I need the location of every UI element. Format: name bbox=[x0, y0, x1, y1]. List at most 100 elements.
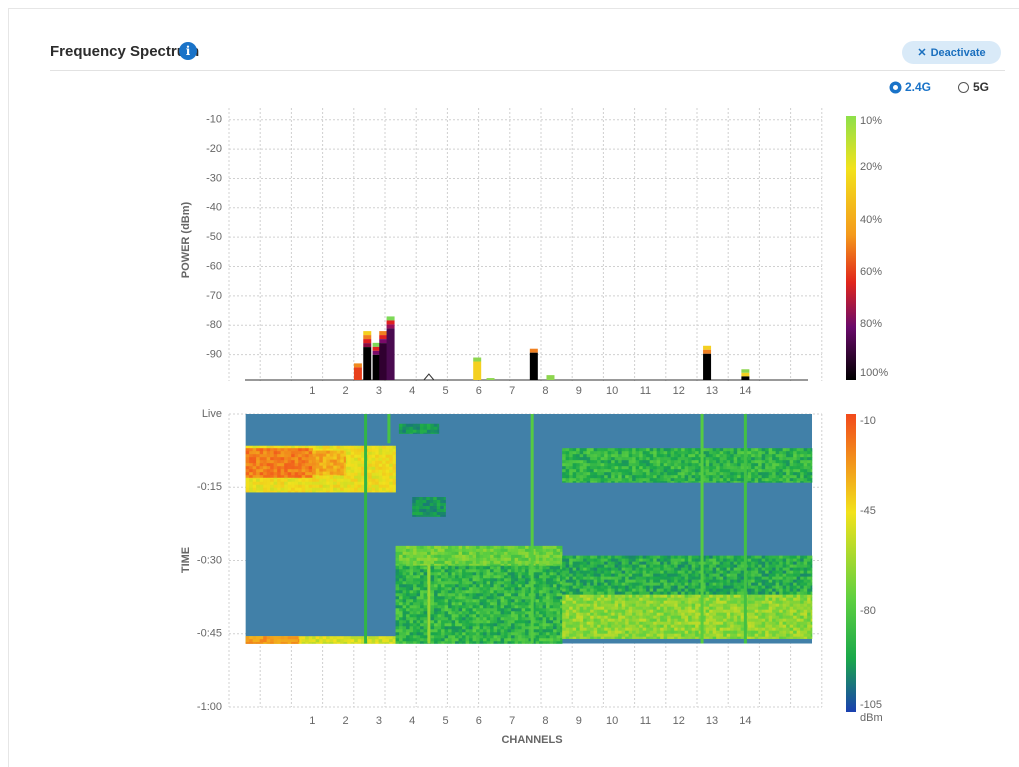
power-bar-segment bbox=[379, 343, 387, 380]
heatmap-region bbox=[312, 451, 346, 476]
y-tick-label: -70 bbox=[206, 290, 222, 302]
x-tick-label: 11 bbox=[640, 715, 651, 727]
y-tick-label: -0:45 bbox=[197, 628, 222, 640]
colorbar-unit: dBm bbox=[860, 712, 883, 724]
y-axis-title: POWER (dBm) bbox=[180, 201, 192, 278]
power-bar bbox=[473, 358, 481, 380]
y-tick-label: -1:00 bbox=[197, 701, 222, 713]
power-bar-segment bbox=[363, 343, 371, 347]
power-bar-segment bbox=[363, 331, 371, 335]
power-bar bbox=[546, 375, 554, 380]
power-bar-segment bbox=[487, 378, 495, 380]
power-bar bbox=[487, 378, 495, 380]
power-bar-segment bbox=[354, 363, 362, 367]
power-bar bbox=[379, 331, 387, 380]
y-tick-label: -0:15 bbox=[197, 481, 222, 493]
colorbar-label: 20% bbox=[860, 161, 882, 173]
colorbar-label: 80% bbox=[860, 318, 882, 330]
y-tick-label: -20 bbox=[206, 143, 222, 155]
power-bar-segment bbox=[703, 346, 711, 350]
x-tick-label: 10 bbox=[606, 715, 618, 727]
x-tick-label: 6 bbox=[476, 385, 482, 397]
x-tick-label: 2 bbox=[343, 385, 349, 397]
power-bar-segment bbox=[379, 339, 387, 343]
signal-marker bbox=[424, 374, 434, 380]
x-tick-label: 5 bbox=[442, 715, 448, 727]
heatmap-region bbox=[246, 636, 300, 644]
power-bar-segment bbox=[741, 376, 749, 380]
colorbar-label: 40% bbox=[860, 214, 882, 226]
power-bar bbox=[387, 316, 395, 380]
x-tick-label: 7 bbox=[509, 385, 515, 397]
x-tick-label: 13 bbox=[706, 385, 718, 397]
heatmap-region bbox=[562, 448, 812, 482]
heatmap-channel-line bbox=[531, 414, 534, 644]
x-tick-label: 13 bbox=[706, 715, 718, 727]
x-tick-label: 6 bbox=[476, 715, 482, 727]
power-colorbar bbox=[846, 116, 856, 380]
y-tick-label: -40 bbox=[206, 202, 222, 214]
power-bar-segment bbox=[387, 328, 395, 380]
power-bar-segment bbox=[473, 358, 481, 362]
power-bar-segment bbox=[473, 362, 481, 380]
x-tick-label: 10 bbox=[606, 385, 618, 397]
power-bar bbox=[530, 349, 538, 380]
colorbar-label: 60% bbox=[860, 266, 882, 278]
x-tick-label: 3 bbox=[376, 385, 382, 397]
y-tick-label: -30 bbox=[206, 172, 222, 184]
x-axis-title: CHANNELS bbox=[501, 734, 562, 746]
x-tick-label: 9 bbox=[576, 715, 582, 727]
x-tick-label: 2 bbox=[343, 715, 349, 727]
x-tick-label: 8 bbox=[542, 715, 548, 727]
power-bar-segment bbox=[354, 367, 362, 380]
power-bar-segment bbox=[363, 335, 371, 339]
power-bar-segment bbox=[387, 320, 395, 324]
power-bar-segment bbox=[363, 347, 371, 380]
colorbar-label: -105 bbox=[860, 699, 882, 711]
power-bar bbox=[363, 331, 371, 380]
power-bar-segment bbox=[546, 375, 554, 380]
y-tick-label: -0:30 bbox=[197, 554, 222, 566]
power-bar-segment bbox=[741, 369, 749, 373]
y-tick-label: -50 bbox=[206, 231, 222, 243]
power-bar-segment bbox=[703, 350, 711, 354]
power-bar-segment bbox=[363, 339, 371, 343]
x-tick-label: 1 bbox=[309, 385, 315, 397]
x-tick-label: 4 bbox=[409, 715, 415, 727]
x-tick-label: 3 bbox=[376, 715, 382, 727]
colorbar-label: 100% bbox=[860, 367, 888, 379]
x-tick-label: 12 bbox=[673, 385, 685, 397]
power-bar bbox=[703, 346, 711, 380]
power-bar-segment bbox=[741, 373, 749, 377]
heatmap-region bbox=[562, 556, 812, 595]
colorbar-label: -80 bbox=[860, 605, 876, 617]
power-bar-segment bbox=[530, 349, 538, 353]
x-tick-label: 12 bbox=[673, 715, 685, 727]
y-tick-label: -10 bbox=[206, 114, 222, 126]
x-tick-label: 8 bbox=[542, 385, 548, 397]
heatmap-region bbox=[562, 595, 812, 639]
power-bar bbox=[741, 369, 749, 380]
power-bar-segment bbox=[703, 354, 711, 380]
y-tick-label: -60 bbox=[206, 260, 222, 272]
power-bar-segment bbox=[387, 324, 395, 328]
x-tick-label: 4 bbox=[409, 385, 415, 397]
y-tick-label: Live bbox=[202, 408, 222, 420]
power-bar bbox=[354, 363, 362, 380]
power-bar-segment bbox=[379, 335, 387, 339]
y-axis-title: TIME bbox=[180, 547, 192, 573]
power-bar-segment bbox=[379, 331, 387, 335]
power-bar-segment bbox=[530, 353, 538, 380]
power-bar-segment bbox=[387, 316, 395, 320]
x-tick-label: 14 bbox=[739, 715, 751, 727]
x-tick-label: 1 bbox=[309, 715, 315, 727]
heatmap-channel-line bbox=[427, 565, 430, 643]
heatmap-region bbox=[246, 448, 313, 478]
heatmap-region bbox=[396, 546, 563, 566]
heatmap-channel-line bbox=[387, 414, 390, 443]
x-tick-label: 5 bbox=[442, 385, 448, 397]
colorbar-label: -45 bbox=[860, 505, 876, 517]
